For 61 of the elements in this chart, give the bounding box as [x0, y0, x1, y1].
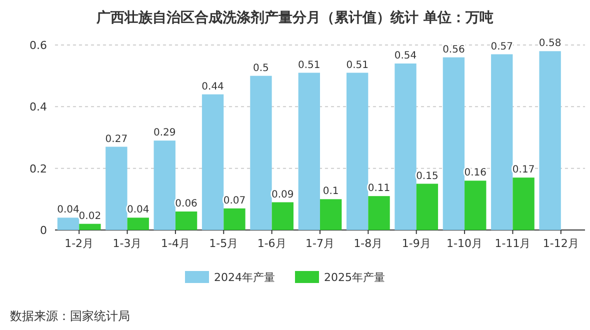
y-tick-label: 0.4 — [30, 100, 47, 114]
data-label: 0.07 — [223, 195, 246, 206]
bar — [57, 218, 80, 230]
bar — [394, 64, 416, 230]
bar — [539, 51, 561, 230]
x-tick-label: 1-3月 — [112, 237, 142, 250]
bar — [491, 54, 513, 230]
x-tick-label: 1-2月 — [64, 237, 94, 250]
data-label: 0.17 — [512, 164, 535, 176]
x-tick-label: 1-11月 — [494, 237, 531, 250]
data-label: 0.27 — [105, 134, 128, 145]
bar — [320, 199, 342, 230]
legend-label: 2024年产量 — [214, 271, 275, 284]
bar — [512, 178, 534, 230]
data-label: 0.04 — [57, 204, 80, 216]
bar — [202, 94, 224, 230]
bar — [368, 196, 390, 230]
y-tick-label: 0 — [40, 224, 47, 237]
source-note: 数据来源：国家统计局 — [10, 309, 130, 323]
bar — [154, 140, 176, 230]
data-label: 0.1 — [322, 186, 339, 198]
data-label: 0.51 — [346, 60, 368, 71]
data-label: 0.5 — [253, 62, 269, 74]
bar — [464, 180, 486, 230]
bar — [224, 208, 246, 230]
data-label: 0.16 — [464, 168, 487, 179]
data-label: 0.02 — [78, 210, 102, 222]
chart-title: 广西壮族自治区合成洗涤剂产量分月（累计值）统计 单位：万吨 — [96, 9, 494, 26]
data-label: 0.09 — [272, 189, 294, 200]
bar — [127, 218, 149, 230]
bar — [175, 212, 198, 230]
y-tick-label: 0.2 — [30, 162, 47, 176]
data-label: 0.56 — [442, 44, 465, 56]
bar — [416, 184, 438, 230]
x-tick-label: 1-12月 — [542, 237, 579, 250]
x-tick-label: 1-8月 — [354, 237, 383, 250]
x-tick-label: 1-7月 — [306, 237, 334, 250]
bar — [272, 202, 294, 230]
bar — [106, 146, 128, 230]
data-label: 0.29 — [153, 128, 176, 139]
x-tick-label: 1-4月 — [160, 237, 190, 250]
legend-label: 2025年产量 — [324, 271, 385, 284]
x-tick-label: 1-9月 — [402, 237, 431, 250]
data-label: 0.57 — [490, 41, 514, 52]
data-label: 0.58 — [538, 38, 562, 50]
data-label: 0.04 — [126, 204, 150, 216]
x-tick-label: 1-5月 — [209, 237, 238, 250]
data-label: 0.15 — [416, 170, 438, 182]
bar — [79, 224, 101, 230]
data-label: 0.44 — [202, 81, 224, 92]
data-label: 0.54 — [394, 50, 417, 62]
data-label: 0.51 — [298, 60, 320, 71]
x-tick-label: 1-6月 — [257, 237, 286, 250]
x-tick-label: 1-10月 — [446, 237, 483, 250]
y-tick-label: 0.6 — [30, 39, 47, 52]
data-label: 0.11 — [368, 183, 390, 194]
bar — [250, 76, 272, 230]
bar — [298, 72, 320, 230]
bar — [346, 72, 368, 230]
bar — [442, 57, 465, 230]
data-label: 0.06 — [175, 198, 198, 210]
